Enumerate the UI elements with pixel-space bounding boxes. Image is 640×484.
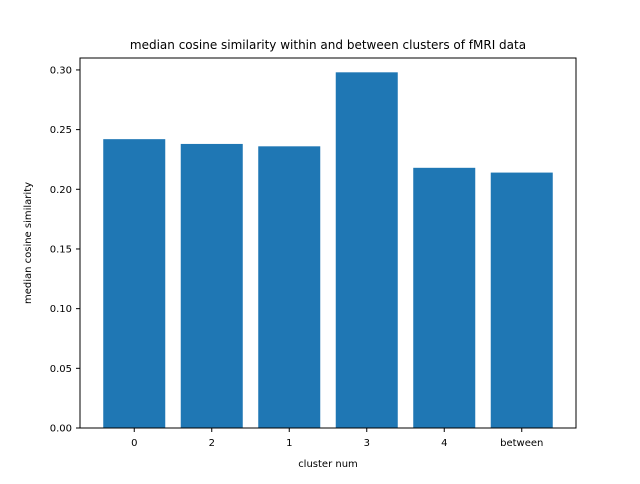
y-tick-label: 0.10	[50, 304, 72, 315]
bars-layer	[103, 72, 553, 428]
plot-frame	[79, 57, 577, 429]
y-tick-label: 0.05	[50, 364, 72, 375]
x-tick-label: between	[500, 438, 543, 449]
y-tick-label: 0.20	[50, 185, 72, 196]
bar-2	[180, 143, 243, 428]
y-axis-label: median cosine similarity	[23, 182, 34, 304]
x-tick-label: 1	[286, 438, 292, 449]
y-tick-label: 0.00	[50, 424, 72, 435]
bar-1	[258, 146, 321, 428]
bar-0	[103, 139, 166, 428]
ticks-layer: 0 2 1 3 4 between 0.00 0.05 0.10 0.15 0.20 0.25 0.30	[50, 65, 544, 449]
y-tick-label: 0.30	[50, 65, 72, 76]
bar-3	[335, 72, 398, 428]
x-axis-label: cluster num	[298, 459, 358, 470]
y-tick-label: 0.15	[50, 244, 72, 255]
bar-between	[490, 172, 553, 428]
x-tick-label: 3	[364, 438, 370, 449]
chart-title: median cosine similarity within and betw…	[130, 38, 526, 52]
x-tick-label: 2	[209, 438, 215, 449]
bar-4	[413, 167, 476, 428]
x-tick-label: 4	[441, 438, 447, 449]
x-tick-label: 0	[131, 438, 137, 449]
y-tick-label: 0.25	[50, 125, 72, 136]
